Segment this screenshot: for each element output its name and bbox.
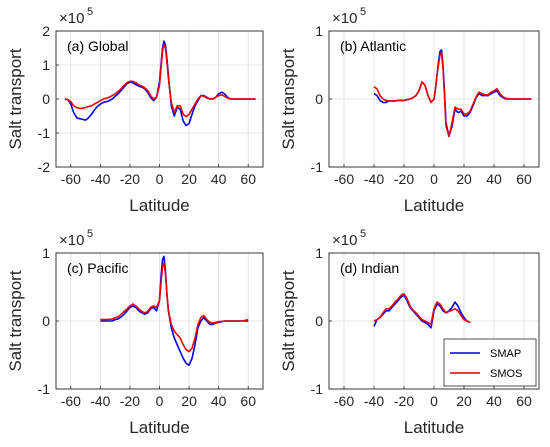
exponent-label: ×10 bbox=[59, 10, 84, 27]
y-tick-label: -1 bbox=[311, 381, 324, 397]
y-tick-label: 1 bbox=[315, 245, 323, 261]
x-tick-label: 20 bbox=[456, 393, 472, 409]
x-tick-label: 0 bbox=[156, 393, 164, 409]
y-tick-label: 0 bbox=[315, 91, 323, 107]
panel-3: -60 -40 -20 0 20 40 60 -1 0 1 ×10 5 (c) Pacific Latit… bbox=[6, 228, 264, 437]
panel-4: -60 -40 -20 0 20 40 60 -1 0 1 ×10 5 (d) Indian Latitu… bbox=[279, 228, 540, 437]
series-line-smap bbox=[373, 294, 471, 329]
exponent-label: ×10 bbox=[332, 10, 357, 27]
x-tick-label: 0 bbox=[430, 393, 438, 409]
x-tick-label: 60 bbox=[516, 171, 532, 187]
legend: SMAP SMOS bbox=[443, 338, 537, 387]
x-tick-label: 60 bbox=[516, 393, 532, 409]
x-axis-label: Latitude bbox=[404, 196, 465, 215]
legend-label-smos: SMOS bbox=[490, 368, 522, 380]
y-axis-label: Salt transport bbox=[6, 48, 25, 149]
y-tick-label: 0 bbox=[42, 91, 50, 107]
exponent-label: ×10 bbox=[332, 232, 357, 249]
y-tick-label: -1 bbox=[38, 125, 51, 141]
x-tick-label: -60 bbox=[61, 171, 81, 187]
y-axis-label: Salt transport bbox=[279, 48, 298, 149]
x-tick-label: 40 bbox=[211, 393, 227, 409]
series-line-smos bbox=[373, 51, 532, 138]
exponent-power: 5 bbox=[360, 6, 366, 18]
exponent-label: ×10 bbox=[59, 232, 84, 249]
y-tick-label: 2 bbox=[42, 23, 50, 39]
x-tick-label: 60 bbox=[240, 393, 256, 409]
x-tick-label: 40 bbox=[486, 171, 502, 187]
x-tick-label: -40 bbox=[364, 393, 384, 409]
x-tick-label: 0 bbox=[430, 171, 438, 187]
y-axis-label: Salt transport bbox=[279, 270, 298, 371]
x-tick-label: 20 bbox=[181, 393, 197, 409]
x-tick-label: -20 bbox=[120, 171, 140, 187]
y-tick-label: 0 bbox=[315, 313, 323, 329]
panel-1: -60 -40 -20 0 20 40 60 -2 -1 0 1 2 ×10 5 (a) Global Lat… bbox=[6, 6, 264, 215]
y-tick-label: 1 bbox=[42, 245, 50, 261]
x-tick-label: -20 bbox=[394, 171, 414, 187]
y-tick-label: 0 bbox=[42, 313, 50, 329]
panel-2: -60 -40 -20 0 20 40 60 -1 0 1 ×10 5 (b) Atlantic Lati… bbox=[279, 6, 540, 215]
x-tick-label: 40 bbox=[211, 171, 227, 187]
x-axis-label: Latitude bbox=[404, 418, 465, 437]
exponent-power: 5 bbox=[87, 228, 93, 240]
legend-label-smap: SMAP bbox=[490, 348, 521, 360]
x-tick-label: -20 bbox=[394, 393, 414, 409]
x-tick-label: 20 bbox=[181, 171, 197, 187]
x-axis-label: Latitude bbox=[129, 196, 190, 215]
x-tick-label: 40 bbox=[486, 393, 502, 409]
y-tick-label: -1 bbox=[311, 159, 324, 175]
series-line-smos bbox=[64, 43, 256, 118]
y-tick-label: 1 bbox=[315, 23, 323, 39]
y-tick-label: -2 bbox=[38, 159, 51, 175]
x-tick-label: 0 bbox=[156, 171, 164, 187]
x-tick-label: -40 bbox=[90, 393, 110, 409]
y-axis-label: Salt transport bbox=[6, 270, 25, 371]
series-line-smos bbox=[100, 262, 249, 353]
x-tick-label: -20 bbox=[120, 393, 140, 409]
exponent-power: 5 bbox=[87, 6, 93, 18]
y-tick-label: 1 bbox=[42, 57, 50, 73]
panel-label: (a) Global bbox=[67, 38, 128, 54]
y-tick-label: -1 bbox=[38, 381, 51, 397]
x-tick-label: 60 bbox=[240, 171, 256, 187]
panel-label: (d) Indian bbox=[340, 260, 399, 276]
panel-label: (b) Atlantic bbox=[340, 38, 406, 54]
x-tick-label: -60 bbox=[334, 171, 354, 187]
x-tick-label: -60 bbox=[61, 393, 81, 409]
x-tick-label: -40 bbox=[364, 171, 384, 187]
legend-box bbox=[443, 338, 537, 387]
series-line-smos bbox=[373, 292, 471, 326]
x-axis-label: Latitude bbox=[129, 418, 190, 437]
exponent-power: 5 bbox=[360, 228, 366, 240]
panel-label: (c) Pacific bbox=[67, 260, 128, 276]
x-tick-label: 20 bbox=[456, 171, 472, 187]
x-tick-label: -60 bbox=[334, 393, 354, 409]
x-tick-label: -40 bbox=[90, 171, 110, 187]
